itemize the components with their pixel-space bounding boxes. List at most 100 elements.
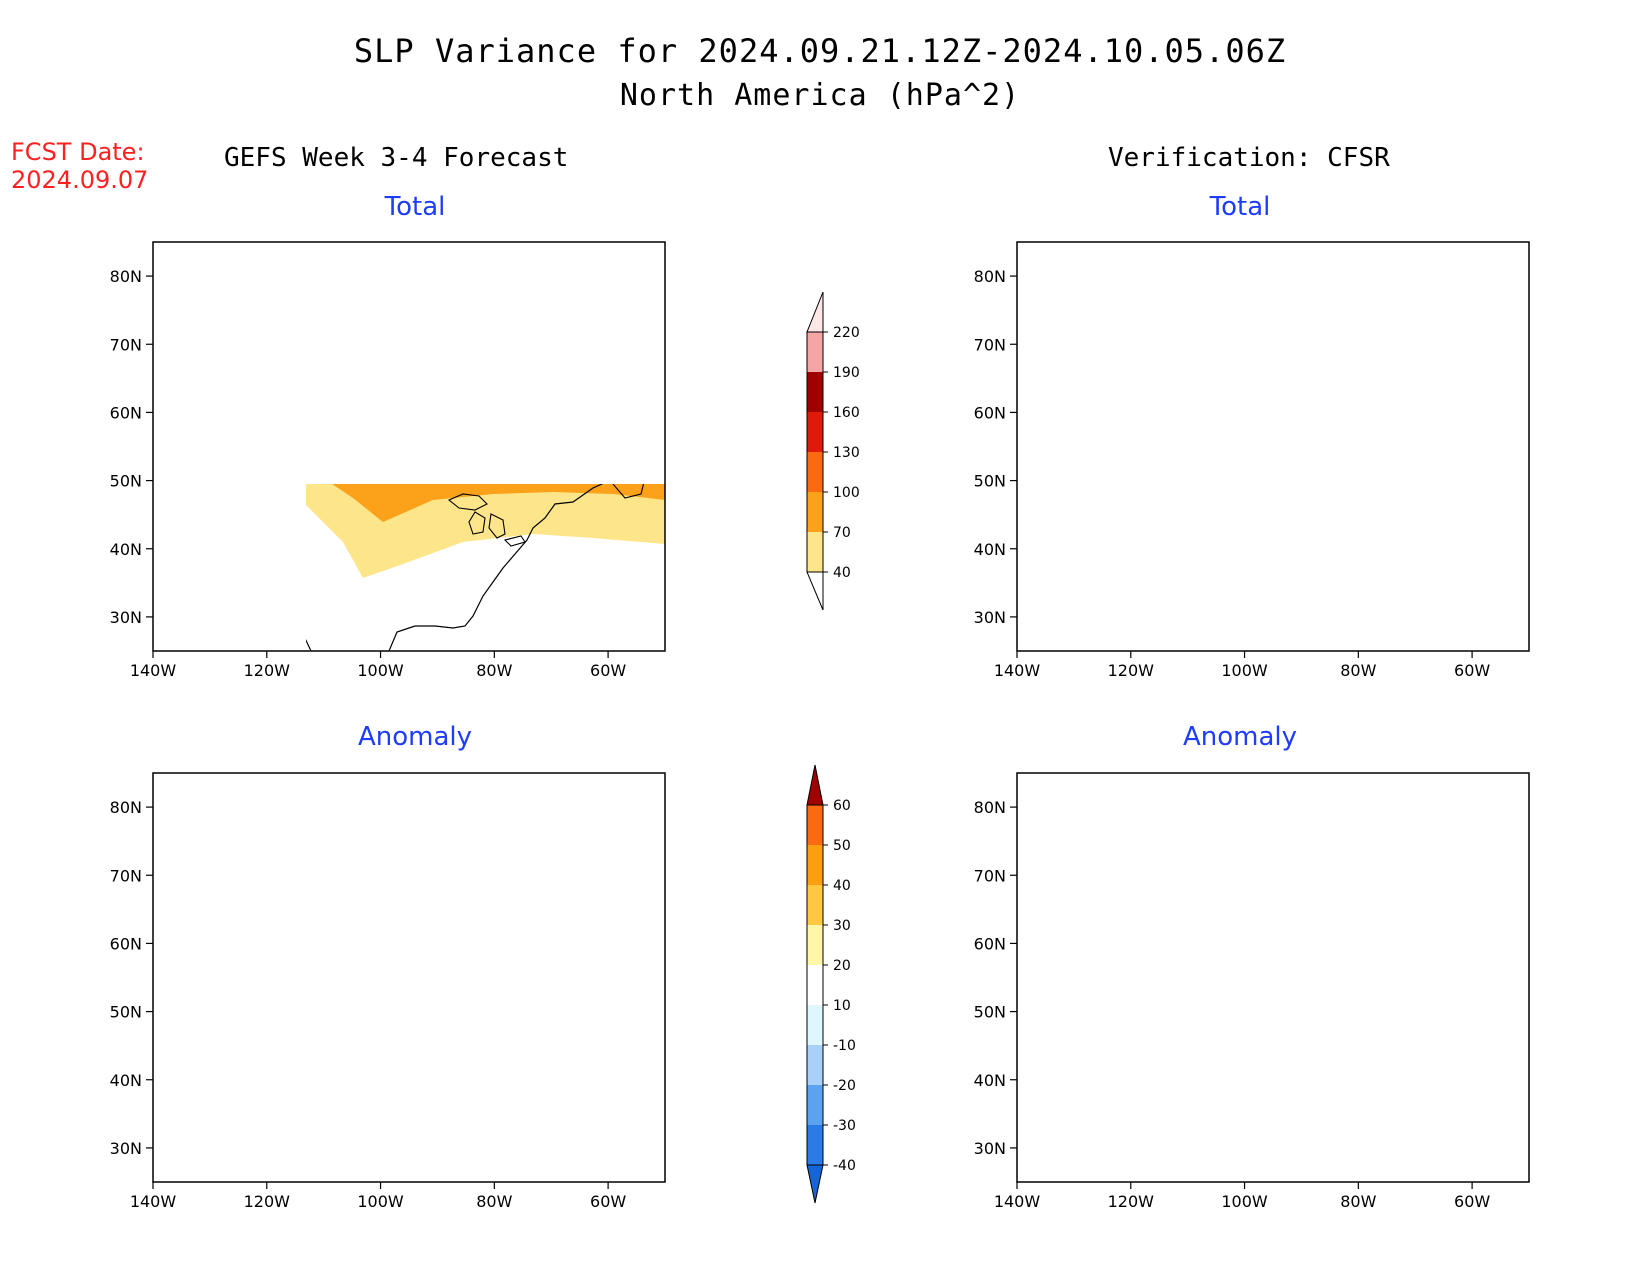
lat-tick-label: 30N	[974, 1139, 1006, 1158]
lat-tick-label: 30N	[974, 608, 1006, 627]
colorbar-total-swatch	[807, 532, 823, 572]
frame-verification-total	[1016, 241, 1530, 652]
colorbar-anomaly-swatch	[807, 1125, 823, 1165]
colorbar-anomaly-label: 30	[833, 918, 851, 934]
lon-tick-label: 100W	[357, 661, 404, 680]
lat-tick-label: 60N	[110, 403, 142, 422]
lat-tick-label: 60N	[974, 403, 1006, 422]
lon-tick-label: 140W	[130, 661, 177, 680]
lat-tick-label: 60N	[974, 934, 1006, 953]
lon-tick-label: 60W	[590, 661, 626, 680]
lat-tick-label: 50N	[110, 1003, 142, 1022]
lon-tick-label: 140W	[994, 1192, 1041, 1211]
map-verification-total	[1016, 241, 1530, 652]
colorbar-anomaly-label: -20	[833, 1078, 856, 1094]
lat-tick-label: 40N	[110, 540, 142, 559]
colorbar-anomaly-label: 20	[833, 958, 851, 974]
panel-title-verification-anomaly: Anomaly	[1182, 722, 1298, 752]
colorbar-total-label: 70	[833, 525, 851, 541]
lat-tick-label: 70N	[974, 866, 1006, 885]
lat-tick-label: 30N	[110, 608, 142, 627]
lon-tick-label: 120W	[244, 661, 291, 680]
colorbar-anomaly-swatch	[807, 885, 823, 925]
lat-tick-label: 60N	[110, 934, 142, 953]
lat-tick-label: 80N	[110, 267, 142, 286]
colorbar-anomaly-swatch	[807, 965, 823, 1005]
colorbar-total-swatch	[807, 492, 823, 532]
colorbar-anomaly-swatch	[807, 1085, 823, 1125]
lon-tick-label: 100W	[357, 1192, 404, 1211]
colorbar-anomaly-label: -10	[833, 1038, 856, 1054]
lat-tick-label: 80N	[110, 798, 142, 817]
frame-forecast-total	[152, 241, 666, 652]
lat-tick-label: 50N	[974, 472, 1006, 491]
colorbar-anomaly-label: 50	[833, 838, 851, 854]
colorbar-anomaly-swatch	[807, 805, 823, 845]
panel-title-forecast-anomaly: Anomaly	[357, 722, 473, 752]
lat-tick-label: 70N	[110, 335, 142, 354]
colorbar-total-swatch	[807, 412, 823, 452]
lat-tick-label: 40N	[974, 1071, 1006, 1090]
colorbar-anomaly-swatch	[807, 925, 823, 965]
lon-tick-label: 80W	[476, 661, 512, 680]
lat-tick-label: 50N	[974, 1003, 1006, 1022]
frame-verification-anomaly	[1016, 772, 1530, 1183]
fcst-label: FCST Date:	[11, 138, 145, 166]
lon-tick-label: 120W	[244, 1192, 291, 1211]
lon-tick-label: 100W	[1221, 1192, 1268, 1211]
lat-tick-label: 70N	[974, 335, 1006, 354]
colorbar-anomaly-label: -30	[833, 1118, 856, 1134]
colorbar-total-high-arrow	[806, 291, 824, 333]
lat-tick-label: 80N	[974, 798, 1006, 817]
lon-tick-label: 80W	[1340, 661, 1376, 680]
lat-tick-label: 80N	[974, 267, 1006, 286]
column-title-right: Verification: CFSR	[1108, 143, 1390, 173]
lon-tick-label: 120W	[1108, 661, 1155, 680]
colorbar-anomaly-label: 60	[833, 798, 851, 814]
frame-forecast-anomaly	[152, 772, 666, 1183]
lat-tick-label: 50N	[110, 472, 142, 491]
colorbar-anomaly-swatch	[807, 1045, 823, 1085]
lat-tick-label: 40N	[110, 1071, 142, 1090]
lat-tick-label: 30N	[110, 1139, 142, 1158]
colorbar-total-label: 100	[833, 485, 860, 501]
lon-tick-label: 80W	[1340, 1192, 1376, 1211]
colorbar-anomaly-high-arrow	[806, 764, 824, 806]
map-axes: 140W 120W 100W 80W 60W 30N 40N 50N 60N 70N 80N 140W…	[110, 267, 1491, 1211]
fcst-date: 2024.09.07	[11, 166, 149, 194]
colorbar-anomaly: -40 -30 -20 -10 10 20 30 40 50 60	[806, 764, 856, 1204]
lon-tick-label: 60W	[1454, 661, 1490, 680]
map-forecast-anomaly	[152, 772, 666, 1183]
panel-title-forecast-total: Total	[384, 192, 446, 222]
colorbar-anomaly-label: 40	[833, 878, 851, 894]
colorbar-total: 40 70 100 130 160 190 220	[806, 291, 860, 611]
colorbar-total-label: 190	[833, 365, 860, 381]
colorbar-anomaly-label: -40	[833, 1158, 856, 1174]
colorbar-anomaly-label: 10	[833, 998, 851, 1014]
colorbar-total-low-arrow	[806, 571, 824, 611]
panel-title-verification-total: Total	[1209, 192, 1271, 222]
colorbar-total-label: 160	[833, 405, 860, 421]
colorbar-total-swatch	[807, 332, 823, 372]
colorbar-total-swatch	[807, 452, 823, 492]
lat-tick-label: 40N	[974, 540, 1006, 559]
colorbar-anomaly-swatch	[807, 845, 823, 885]
lon-tick-label: 100W	[1221, 661, 1268, 680]
colorbar-anomaly-low-arrow	[806, 1164, 824, 1204]
lon-tick-label: 60W	[590, 1192, 626, 1211]
chart-title: SLP Variance for 2024.09.21.12Z-2024.10.…	[353, 32, 1287, 70]
lon-tick-label: 120W	[1108, 1192, 1155, 1211]
lat-tick-label: 70N	[110, 866, 142, 885]
map-forecast-total	[152, 241, 666, 652]
lon-tick-label: 80W	[476, 1192, 512, 1211]
lon-tick-label: 140W	[130, 1192, 177, 1211]
colorbar-anomaly-swatch	[807, 1005, 823, 1045]
map-verification-anomaly	[1016, 772, 1530, 1183]
colorbar-total-label: 130	[833, 445, 860, 461]
chart-subtitle: North America (hPa^2)	[619, 78, 1021, 113]
lon-tick-label: 60W	[1454, 1192, 1490, 1211]
colorbar-anomaly-frame	[806, 804, 824, 1166]
fcst-date-block: FCST Date: 2024.09.07	[11, 138, 148, 194]
column-title-left: GEFS Week 3-4 Forecast	[224, 143, 569, 173]
lon-tick-label: 140W	[994, 661, 1041, 680]
